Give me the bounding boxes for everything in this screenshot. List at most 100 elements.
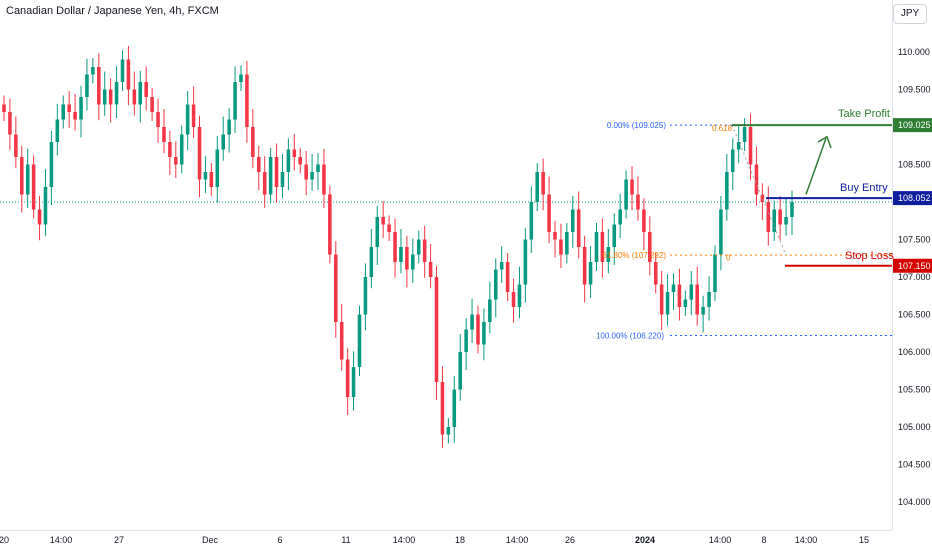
stop-loss-price: 107.150	[898, 261, 931, 271]
candle-body	[168, 142, 172, 157]
trade-levels[interactable]: Take Profit 109.025 Buy Entry 108.052 Stop L…	[732, 108, 932, 273]
candle-body	[369, 247, 374, 277]
candle-body	[766, 202, 771, 232]
projection-arrow-shaft	[805, 137, 827, 195]
candle-body	[339, 322, 344, 360]
candle-body	[730, 149, 735, 172]
candle-body	[559, 239, 563, 255]
y-tick-label: 106.500	[898, 310, 931, 320]
candle-body	[754, 164, 759, 195]
candle-body	[736, 142, 741, 150]
candle-body	[541, 172, 545, 195]
x-tick-label: 14:00	[393, 535, 416, 545]
candle-body	[286, 149, 291, 172]
candle-body	[553, 232, 557, 240]
buy-entry-price: 108.052	[898, 193, 931, 203]
candle-body	[19, 157, 24, 195]
candle-body	[162, 127, 166, 142]
candle-body	[185, 104, 190, 135]
candle-body	[262, 172, 267, 195]
candle-body	[594, 232, 599, 262]
candle-body	[422, 239, 427, 262]
candle-body	[588, 262, 593, 285]
y-tick-label: 108.500	[898, 160, 931, 170]
fibonacci-retracement[interactable]: 0.00% (109.025) 61.80% (107.292) 100.00% (…	[596, 121, 892, 341]
candle-body	[790, 202, 794, 217]
fib-small-label-upper: 0.618	[712, 124, 733, 133]
candle-body	[49, 142, 54, 187]
x-tick-label: Dec	[202, 535, 219, 545]
candle-body	[630, 179, 634, 195]
stop-loss-label: Stop Loss	[845, 250, 894, 262]
candle-body	[197, 127, 202, 180]
candle-body	[665, 292, 670, 315]
candle-body	[387, 224, 391, 232]
candle-body	[233, 82, 237, 120]
take-profit-label: Take Profit	[838, 108, 890, 120]
x-tick-label: 20	[0, 535, 9, 545]
projection-arrow-head	[817, 135, 832, 149]
take-profit-price: 109.025	[898, 120, 931, 130]
candle-body	[25, 164, 30, 195]
candle-body	[268, 157, 273, 195]
candle-body	[476, 314, 480, 345]
candle-body	[440, 382, 445, 435]
candle-body	[2, 104, 6, 112]
chart-title: Canadian Dollar / Japanese Yen, 4h, FXCM	[6, 5, 219, 17]
time-axis[interactable]: 20 14:00 27 Dec 6 11 14:00 18 14:00 26 2024 14:00 8 1…	[0, 535, 869, 545]
candle-body	[677, 284, 682, 307]
currency-button[interactable]: JPY	[893, 4, 927, 24]
candle-body	[517, 284, 522, 307]
candle-body	[256, 157, 261, 172]
candle-body	[529, 202, 534, 240]
x-tick-label: 14:00	[506, 535, 529, 545]
y-tick-label: 105.000	[898, 422, 931, 432]
candle-body	[571, 209, 575, 232]
candle-body	[713, 254, 717, 292]
candle-body	[191, 104, 196, 127]
x-tick-label: 14:00	[50, 535, 73, 545]
buy-entry-label: Buy Entry	[840, 182, 888, 194]
candle-body	[120, 59, 125, 82]
candle-body	[43, 187, 48, 225]
candle-body	[179, 134, 184, 165]
candle-body	[653, 262, 658, 285]
candle-body	[357, 314, 362, 367]
candle-body	[760, 194, 765, 202]
candle-body	[535, 172, 540, 202]
candle-body	[97, 67, 101, 105]
candle-body	[310, 172, 314, 180]
candle-body	[470, 314, 474, 330]
candle-body	[411, 254, 415, 270]
candle-body	[37, 209, 42, 225]
candle-body	[73, 112, 77, 120]
candle-body	[689, 284, 694, 300]
candle-body	[565, 232, 569, 255]
x-tick-label: 27	[114, 535, 124, 545]
candle-body	[742, 127, 747, 142]
candle-body	[375, 217, 380, 247]
candle-body	[345, 359, 350, 397]
candle-body	[114, 82, 119, 105]
candle-body	[701, 307, 705, 315]
candle-body	[150, 97, 154, 112]
candle-body	[642, 209, 646, 232]
candle-body	[778, 209, 782, 225]
candle-body	[505, 262, 510, 292]
candle-body	[144, 82, 148, 97]
candle-body	[618, 209, 622, 225]
price-axis[interactable]: 110.000109.500109.000108.500108.000107.5…	[898, 47, 931, 507]
candle-body	[221, 134, 225, 150]
y-tick-label: 107.000	[898, 272, 931, 282]
buy-entry-price-badge	[893, 191, 932, 206]
candle-body	[298, 157, 303, 165]
candle-body	[156, 112, 160, 127]
candle-body	[405, 247, 409, 270]
candle-body	[334, 254, 338, 322]
candle-body	[511, 292, 516, 307]
x-tick-label: 11	[341, 535, 350, 545]
x-tick-label: 18	[455, 535, 465, 545]
candle-body	[624, 179, 628, 210]
candle-body	[251, 127, 255, 157]
